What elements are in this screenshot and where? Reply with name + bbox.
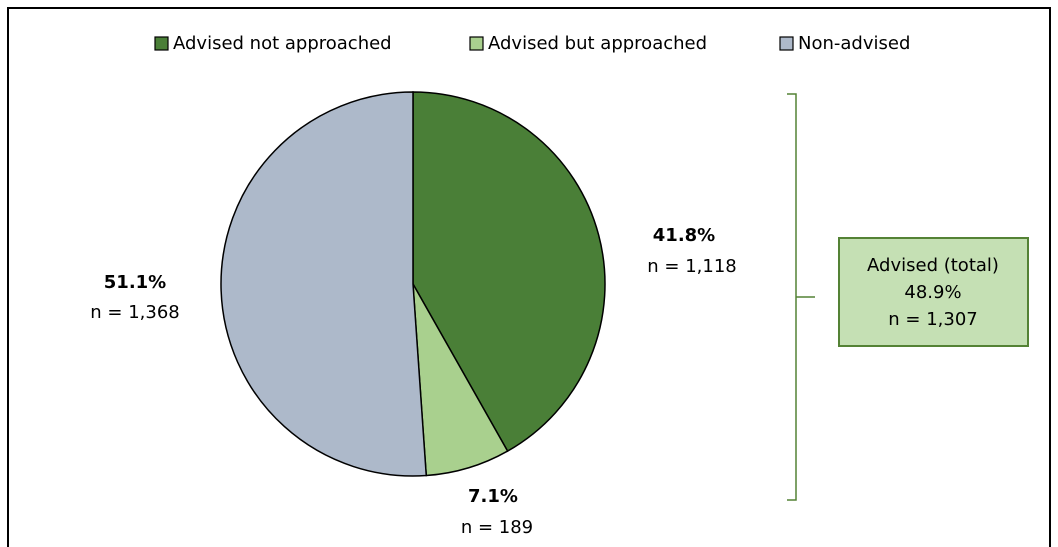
legend-swatch <box>469 36 484 51</box>
annotation-text: Advised (total) <box>867 255 999 276</box>
legend-swatch <box>779 36 794 51</box>
count-label: n = 189 <box>461 517 533 538</box>
value-label: 41.8% <box>653 225 715 246</box>
frame <box>7 7 1051 547</box>
bracket <box>787 93 815 501</box>
pie-slice <box>412 91 606 453</box>
annotation-text: n = 1,307 <box>888 309 977 330</box>
legend-label: Non-advised <box>798 33 910 54</box>
annotation-box <box>838 237 1029 347</box>
pie-slice <box>220 91 428 477</box>
value-label: 51.1% <box>104 272 166 293</box>
legend-label: Advised but approached <box>488 33 707 54</box>
annotation-text: 48.9% <box>904 282 961 303</box>
value-label: 7.1% <box>468 486 518 507</box>
count-label: n = 1,368 <box>90 302 179 323</box>
legend-label: Advised not approached <box>173 33 392 54</box>
legend-swatch <box>154 36 169 51</box>
count-label: n = 1,118 <box>647 256 736 277</box>
